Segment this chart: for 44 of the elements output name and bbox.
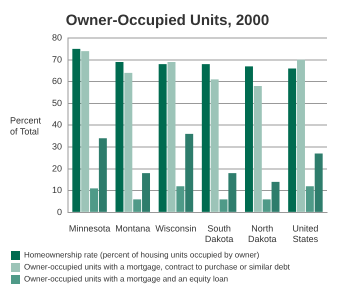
bar [210, 79, 219, 212]
bar [272, 182, 280, 212]
y-tick-label: 80 [52, 32, 62, 42]
x-tick-label: Minnesota [68, 223, 110, 234]
bar [228, 173, 236, 212]
x-tick-label: United States [292, 223, 319, 244]
y-tick-label: 10 [52, 185, 62, 196]
y-tick-label: 30 [52, 141, 62, 152]
y-tick-label: 0 [56, 206, 62, 217]
bar [81, 51, 90, 212]
bar [98, 138, 107, 212]
bar [168, 62, 176, 212]
y-tick-label: 20 [52, 163, 62, 174]
y-tick-label: 60 [52, 76, 62, 86]
bar [72, 48, 80, 212]
bar [124, 72, 132, 212]
legend-label: Homeownership rate (percent of housing units occupied by owner) [24, 250, 260, 260]
legend-label: Owner-occupied units with a mortgage and an equity loan [24, 274, 228, 284]
x-tick-label: Wisconsin [155, 223, 196, 234]
x-tick-label: North Dakota [248, 223, 277, 244]
bar [90, 188, 98, 212]
y-tick-label: 40 [52, 120, 62, 130]
legend-label: Owner-occupied units with a mortgage, contract to purchase or similar debt [24, 262, 291, 272]
bar [185, 134, 194, 212]
bar [254, 86, 262, 212]
chart-title: Owner-Occupied Units, 2000 [66, 12, 270, 30]
bar [158, 64, 167, 212]
bar [202, 64, 210, 212]
bar [314, 154, 323, 212]
bar [133, 199, 142, 212]
bar [142, 173, 150, 212]
x-tick-label: South Dakota [204, 223, 234, 244]
bar [220, 199, 228, 212]
bar [176, 186, 184, 212]
y-tick-label: 70 [52, 54, 62, 64]
y-axis-title: Percent of Total [10, 116, 42, 137]
y-tick-label: 50 [52, 98, 62, 108]
bar [245, 66, 253, 212]
bar [262, 199, 271, 212]
bar [116, 62, 124, 212]
bar [297, 60, 305, 212]
x-tick-label: Montana [115, 223, 150, 234]
bar [306, 186, 314, 212]
bar [288, 68, 296, 212]
